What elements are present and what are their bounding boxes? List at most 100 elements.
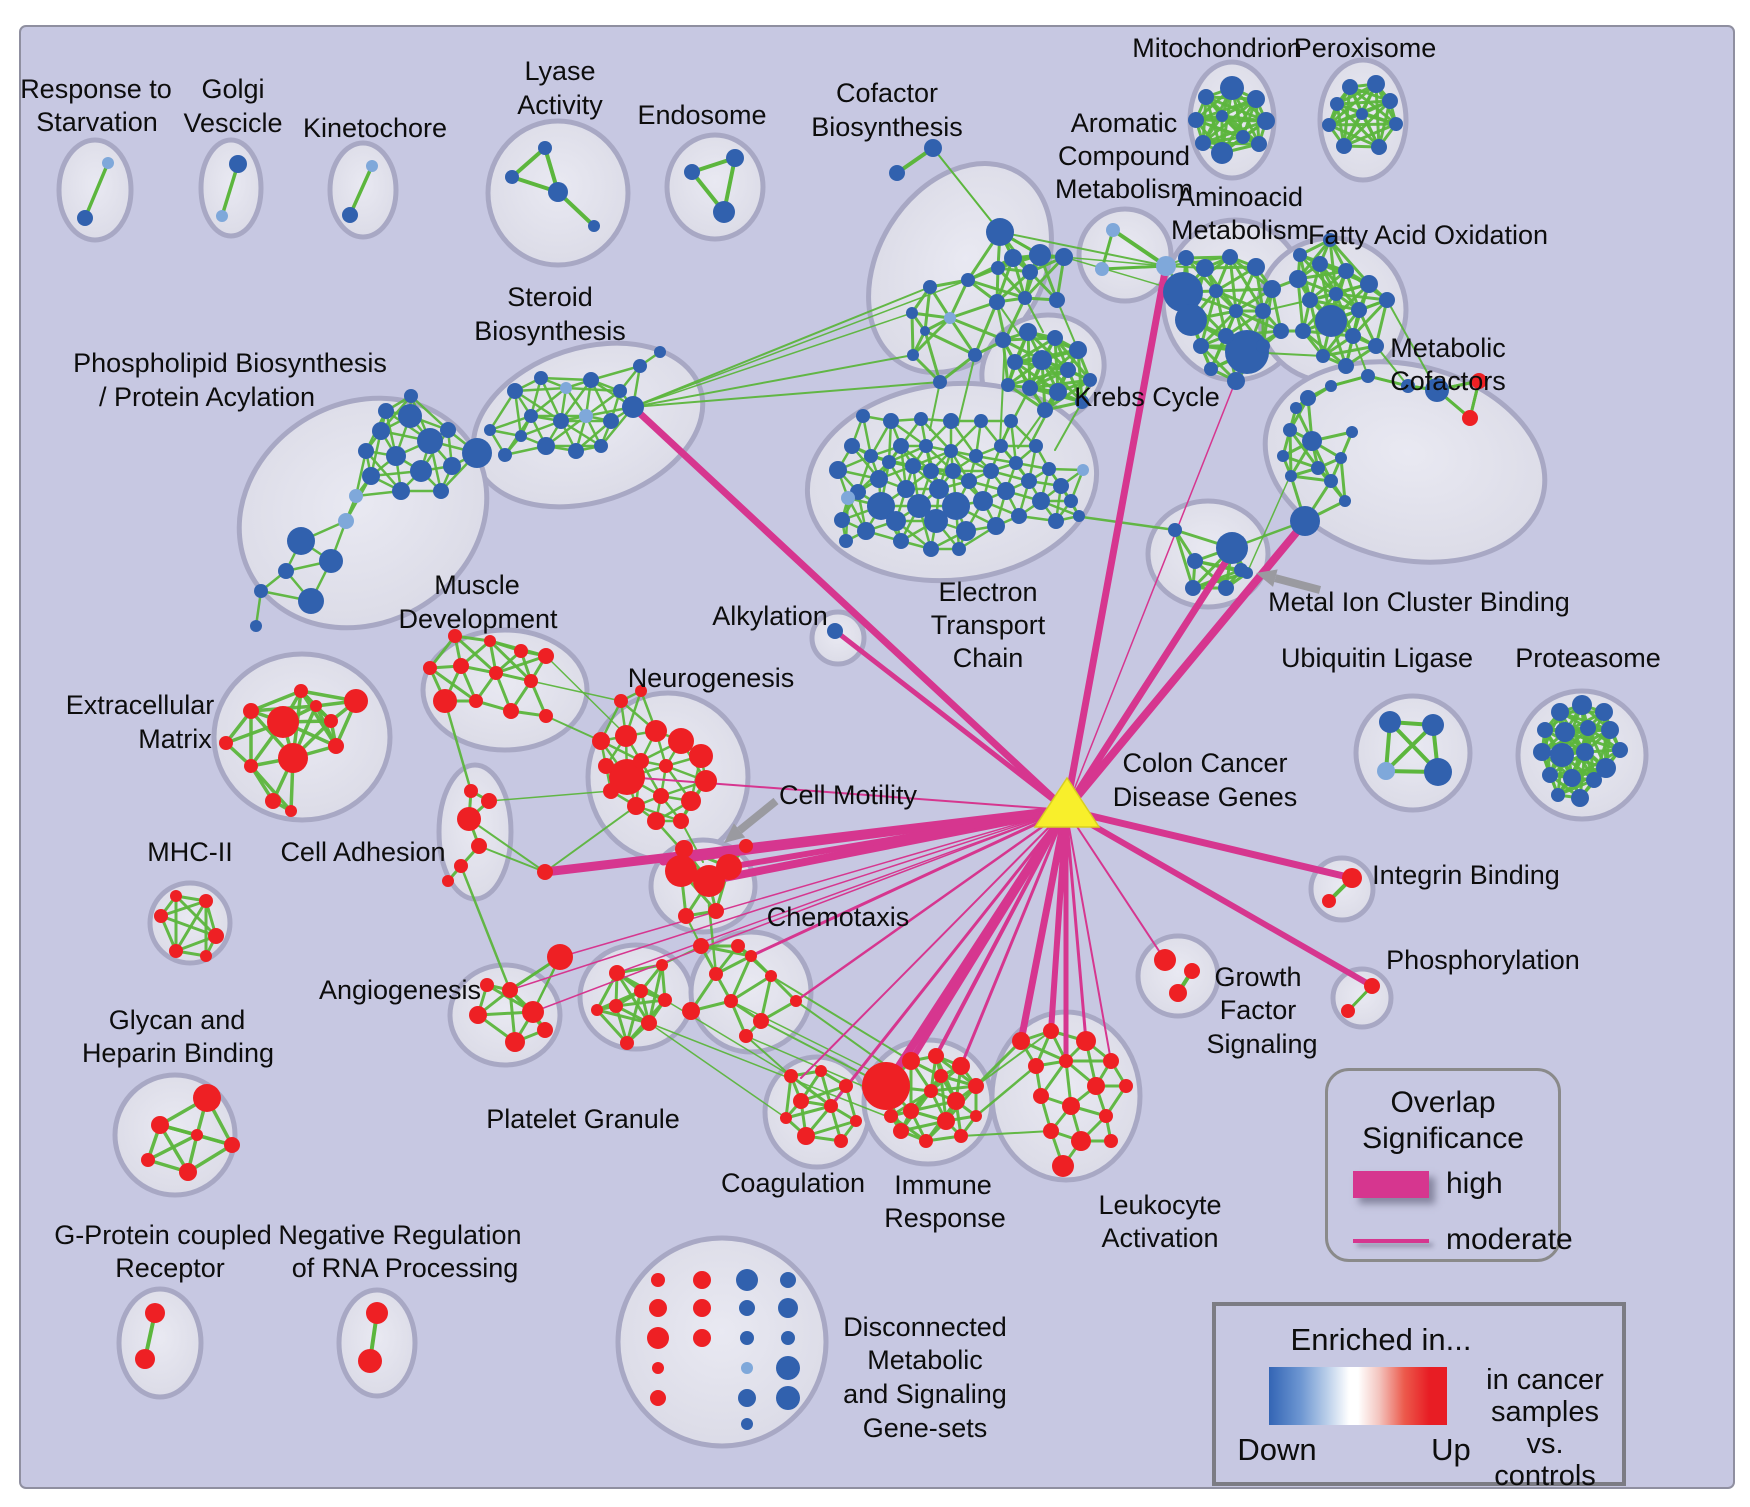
green-link	[632, 279, 969, 408]
gene-set-node	[797, 1127, 815, 1145]
label-lyase-activity-line2: Activity	[517, 90, 603, 120]
gene-set-node	[1196, 259, 1214, 277]
cell-motility-arrow-head	[724, 823, 746, 843]
gene-set-node	[1163, 272, 1203, 312]
gene-set-node	[1247, 258, 1265, 276]
gene-set-node	[598, 758, 614, 774]
gene-set-node	[1029, 244, 1051, 266]
label-leukocyte-line2: Activation	[1101, 1223, 1218, 1253]
gene-set-node	[739, 1300, 755, 1316]
green-link	[975, 1030, 1052, 1087]
label-mitochondrion-line1: Mitochondrion	[1132, 33, 1302, 63]
label-negreg-line1: Negative Regulation	[278, 1220, 521, 1250]
gene-set-node	[1596, 758, 1616, 778]
label-aminoacid-line1: Aminoacid	[1177, 182, 1303, 212]
green-link	[459, 864, 512, 992]
moderate-label: moderate	[1446, 1223, 1573, 1256]
green-edge	[1173, 528, 1195, 590]
gene-set-node	[342, 207, 358, 223]
gene-set-node	[1563, 769, 1581, 787]
gene-set-node	[179, 1163, 197, 1181]
gene-set-node	[968, 348, 982, 362]
green-edge	[1006, 368, 1070, 387]
gene-set-node	[765, 970, 777, 982]
overlap-edge	[1062, 518, 1309, 814]
label-etc-line3: Chain	[953, 643, 1024, 673]
cluster-ellipse-endosome	[664, 132, 766, 242]
green-edge	[910, 311, 915, 357]
gene-set-node	[713, 201, 735, 223]
gene-set-node	[827, 623, 843, 639]
enrichment-gradient-bar	[1269, 1367, 1447, 1425]
gene-set-node	[1336, 138, 1352, 154]
gene-set-node	[673, 813, 689, 829]
gene-set-node	[448, 629, 462, 643]
green-edge	[625, 989, 643, 1045]
gene-set-node	[1022, 380, 1038, 396]
gene-set-node	[1335, 452, 1347, 464]
green-edge	[923, 329, 977, 357]
gene-set-node	[1312, 256, 1328, 272]
gene-set-node	[469, 1006, 487, 1024]
gene-set-node	[1028, 1058, 1044, 1074]
gene-set-node	[1083, 373, 1097, 387]
gene-set-node	[1322, 894, 1336, 908]
cluster-ellipse-aromatic	[1076, 206, 1174, 304]
label-golgi-vescicle-line1: Golgi	[201, 74, 264, 104]
green-edge	[948, 316, 1007, 342]
label-endosome-line1: Endosome	[637, 100, 766, 130]
gene-set-node	[1612, 742, 1628, 758]
gene-set-node	[790, 995, 802, 1007]
gene-set-node	[141, 1153, 155, 1167]
gene-set-node	[1021, 473, 1037, 489]
green-edge	[784, 1104, 833, 1120]
gene-set-node	[633, 753, 649, 769]
label-metabolic-cofactors-line2: Cofactors	[1390, 366, 1506, 396]
gene-set-node	[1247, 90, 1265, 108]
gene-set-node	[1342, 868, 1362, 888]
gene-set-node	[1004, 249, 1022, 267]
gene-set-node	[893, 438, 909, 454]
gene-set-node	[1018, 291, 1032, 305]
gene-set-node	[1533, 743, 1551, 761]
gene-set-node	[780, 1272, 796, 1288]
gene-set-node	[987, 517, 1005, 535]
green-edge	[966, 278, 1027, 300]
gene-set-node	[1073, 510, 1085, 522]
gene-set-node	[265, 793, 281, 809]
gene-set-node	[366, 1302, 388, 1324]
label-growth-factor-line1: Growth	[1214, 962, 1301, 992]
gene-set-node	[603, 413, 619, 429]
gene-set-node	[1302, 431, 1322, 451]
gene-set-node	[1060, 362, 1076, 378]
label-colon-hub-line2: Disease Genes	[1113, 782, 1298, 812]
gene-set-node	[1379, 711, 1401, 733]
overlap-edge	[794, 808, 1068, 1003]
cluster-ellipse-negreg	[336, 1287, 418, 1399]
gene-set-node	[1043, 1023, 1059, 1039]
gene-set-node	[294, 684, 308, 698]
gene-set-node	[905, 458, 921, 474]
gene-set-node	[633, 359, 647, 373]
gene-set-node	[515, 430, 527, 442]
gene-set-node	[989, 294, 1005, 310]
label-disconnected-line3: and Signaling	[843, 1379, 1007, 1409]
gene-set-node	[778, 1298, 798, 1318]
label-disconnected-line2: Metabolic	[867, 1345, 983, 1375]
gene-set-nodes	[77, 75, 1628, 1430]
gene-set-node	[776, 1386, 800, 1410]
gene-set-node	[893, 1123, 909, 1139]
green-edge	[1194, 118, 1245, 139]
gene-set-node	[923, 280, 937, 294]
gene-set-node	[923, 463, 939, 479]
label-cofactor-biosynthesis-line2: Biosynthesis	[811, 112, 963, 142]
label-krebs-line1: Krebs Cycle	[1074, 382, 1220, 412]
gene-set-node	[1216, 532, 1248, 564]
green-edge	[973, 300, 999, 357]
green-edge	[1374, 82, 1381, 149]
green-link	[1262, 299, 1311, 312]
gene-set-node	[1329, 287, 1343, 301]
gene-set-node	[1216, 110, 1228, 122]
cluster-edges-kinetochore	[348, 164, 374, 217]
gene-set-node	[502, 982, 518, 998]
